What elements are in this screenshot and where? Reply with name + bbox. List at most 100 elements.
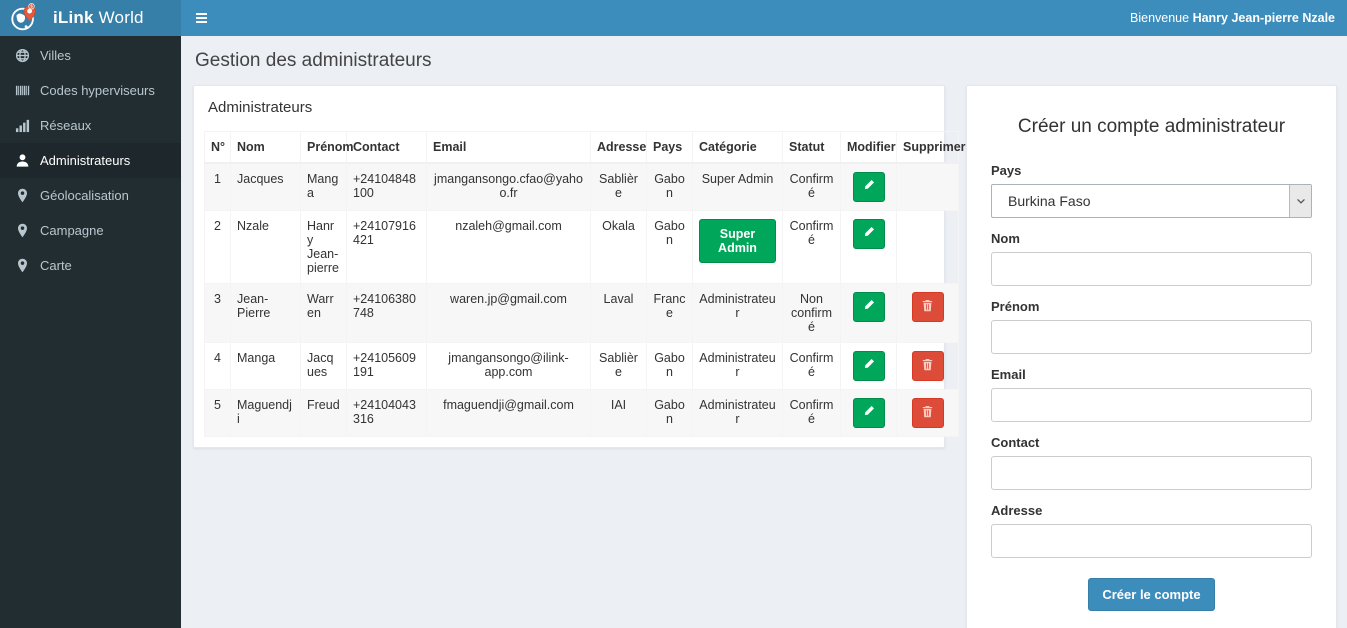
delete-button[interactable] [911, 292, 944, 322]
cell-supprimer [896, 342, 959, 390]
sidebar-item-label: Carte [40, 258, 72, 273]
cell-supprimer [896, 283, 959, 343]
cell-supprimer [896, 389, 959, 437]
cell-prenom: Warren [300, 283, 347, 343]
nom-label: Nom [991, 231, 1020, 246]
edit-icon [862, 179, 875, 195]
page-title: Gestion des administrateurs [195, 50, 432, 71]
create-account-panel: Créer un compte administrateur Pays Burki… [966, 85, 1337, 628]
cell-categorie: Super Admin [692, 162, 783, 211]
delete-button[interactable] [911, 351, 944, 381]
sidebar-item-label: Codes hyperviseurs [40, 83, 155, 98]
sidebar-item-r-seaux[interactable]: Réseaux [0, 108, 181, 143]
delete-button[interactable] [911, 398, 944, 428]
field-group-contact: Contact [991, 435, 1312, 490]
cell-num: 1 [204, 162, 231, 211]
administrators-panel-title: Administrateurs [208, 99, 313, 116]
prenom-label: Prénom [991, 299, 1040, 314]
top-navbar: Bienvenue Hanry Jean-pierre Nzale [181, 0, 1347, 36]
edit-button[interactable] [852, 398, 885, 428]
cell-email: nzaleh@gmail.com [426, 210, 591, 284]
cell-adresse: Sablière [590, 342, 647, 390]
cell-pays: France [646, 283, 693, 343]
sidebar-item-label: Réseaux [40, 118, 92, 133]
cell-categorie: Administrateur [692, 342, 783, 390]
sidebar-item-codes-hyperviseurs[interactable]: Codes hyperviseurs [0, 73, 181, 108]
cell-adresse: IAI [590, 389, 647, 437]
cell-contact: +24104848100 [346, 162, 427, 211]
edit-icon [862, 299, 875, 315]
cell-statut: Confirmé [782, 162, 841, 211]
table-header-row: N° Nom Prénom Contact Email Adresse Pays Catégo… [204, 131, 966, 164]
barcode-icon [15, 83, 30, 98]
edit-icon [862, 358, 875, 374]
pays-select[interactable]: Burkina Faso [991, 184, 1312, 218]
cell-statut: Confirmé [782, 389, 841, 437]
table-body: 1 Jacques Manga +24104848100 jmangansongo.cf… [204, 162, 959, 437]
sidebar-item-label: Campagne [40, 223, 104, 238]
adresse-label: Adresse [991, 503, 1043, 518]
sidebar-item-villes[interactable]: Villes [0, 38, 181, 73]
administrators-table: N° Nom Prénom Contact Email Adresse Pays Catégo… [204, 131, 966, 437]
edit-button[interactable] [852, 172, 885, 202]
cell-adresse: Sablière [590, 162, 647, 211]
edit-icon [862, 226, 875, 242]
cell-prenom: Freud [300, 389, 347, 437]
sidebar-toggle-icon[interactable] [181, 0, 221, 36]
cell-prenom: Hanry Jean-pierre [300, 210, 347, 284]
sidebar-item-label: Administrateurs [40, 153, 131, 168]
cell-email: fmaguendji@gmail.com [426, 389, 591, 437]
edit-button[interactable] [852, 219, 885, 249]
field-group-prenom: Prénom [991, 299, 1312, 354]
col-header: Statut [782, 131, 841, 164]
cell-num: 2 [204, 210, 231, 284]
cell-num: 5 [204, 389, 231, 437]
col-header: N° [204, 131, 231, 164]
cell-statut: Non confirmé [782, 283, 841, 343]
cell-pays: Gabon [646, 210, 693, 284]
table-row: 5 Maguendji Freud +24104043316 fmaguendji@gm… [204, 389, 959, 437]
cell-categorie: Administrateur [692, 389, 783, 437]
col-header: Supprimer [896, 131, 966, 164]
email-input[interactable] [991, 388, 1312, 422]
cell-nom: Jacques [230, 162, 301, 211]
cell-modifier [840, 210, 897, 284]
create-account-button[interactable]: Créer le compte [1088, 578, 1215, 611]
administrators-panel: Administrateurs N° Nom Prénom Contact Email A… [193, 85, 966, 448]
brand-name: iLink World [53, 8, 144, 27]
sidebar-item-carte[interactable]: Carte [0, 248, 181, 283]
field-group-adresse: Adresse [991, 503, 1312, 558]
cell-statut: Confirmé [782, 210, 841, 284]
sidebar-item-campagne[interactable]: Campagne [0, 213, 181, 248]
sidebar-item-label: Villes [40, 48, 71, 63]
sidebar-item-administrateurs[interactable]: Administrateurs [0, 143, 181, 178]
col-header: Contact [346, 131, 427, 164]
cell-email: jmangansongo@ilink-app.com [426, 342, 591, 390]
cell-prenom: Jacques [300, 342, 347, 390]
pays-label: Pays [991, 163, 1022, 178]
adresse-input[interactable] [991, 524, 1312, 558]
cell-adresse: Okala [590, 210, 647, 284]
col-header: Nom [230, 131, 301, 164]
main-content: Gestion des administrateurs Administrate… [181, 36, 1347, 628]
map-marker-icon [15, 188, 30, 203]
sidebar-item-label: Géolocalisation [40, 188, 129, 203]
contact-input[interactable] [991, 456, 1312, 490]
edit-button[interactable] [852, 351, 885, 381]
table-row: 1 Jacques Manga +24104848100 jmangansongo.cf… [204, 162, 959, 211]
cell-statut: Confirmé [782, 342, 841, 390]
edit-button[interactable] [852, 292, 885, 322]
app-logo[interactable]: $ iLink World [0, 0, 181, 36]
prenom-input[interactable] [991, 320, 1312, 354]
cell-pays: Gabon [646, 342, 693, 390]
welcome-message: Bienvenue Hanry Jean-pierre Nzale [1130, 11, 1335, 25]
nom-input[interactable] [991, 252, 1312, 286]
cell-pays: Gabon [646, 389, 693, 437]
trash-icon [921, 358, 934, 374]
cell-nom: Maguendji [230, 389, 301, 437]
category-badge-button[interactable]: Super Admin [699, 219, 776, 263]
ilink-globe-pin-icon: $ [9, 3, 39, 33]
trash-icon [921, 299, 934, 315]
cell-nom: Jean-Pierre [230, 283, 301, 343]
sidebar-item-g-olocalisation[interactable]: Géolocalisation [0, 178, 181, 213]
